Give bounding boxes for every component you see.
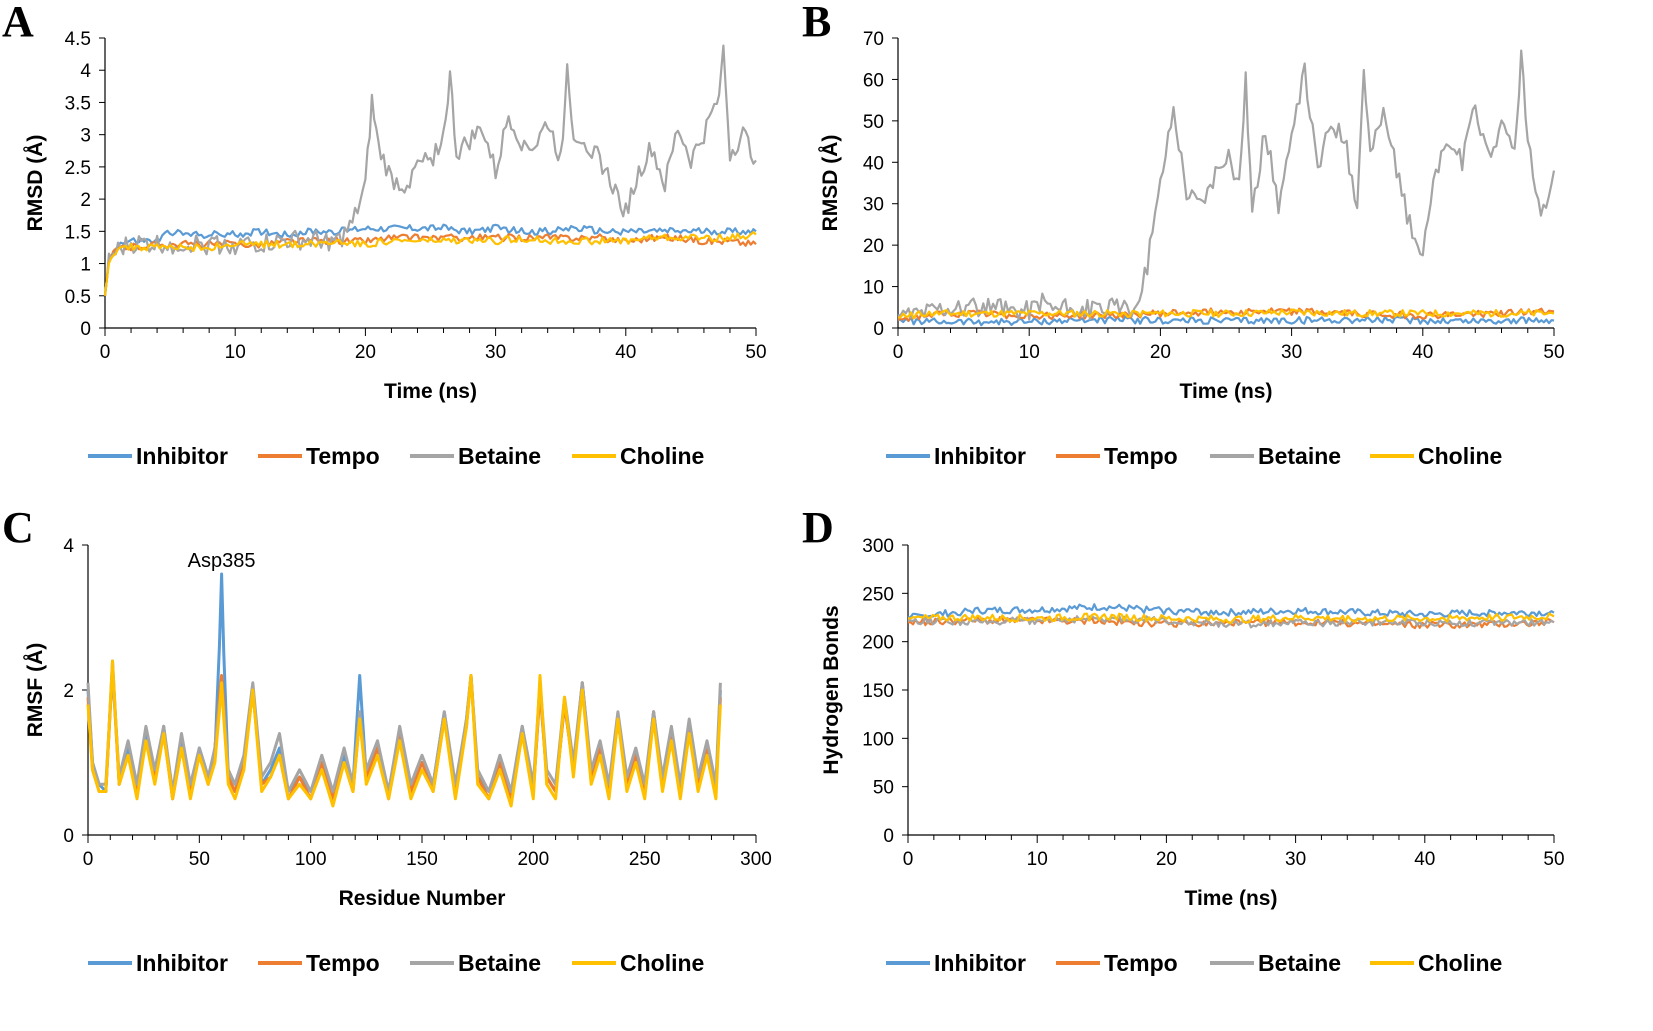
y-tick-label: 30 <box>863 195 884 216</box>
y-tick-label: 0 <box>63 826 74 847</box>
x-tick-label: 20 <box>355 342 376 363</box>
y-tick-label: 1.5 <box>65 222 91 243</box>
legend-label-tempo: Tempo <box>1104 443 1178 469</box>
legend-label-choline: Choline <box>1418 443 1502 469</box>
y-tick-label: 0 <box>883 826 894 847</box>
y-tick-label: 0 <box>873 319 884 340</box>
legend-label-tempo: Tempo <box>1104 950 1178 976</box>
legend-label-betaine: Betaine <box>1258 950 1341 976</box>
y-axis-title: RMSD (Å) <box>23 135 47 232</box>
x-tick-label: 20 <box>1156 849 1177 870</box>
series-line-inhibitor <box>897 315 1555 327</box>
x-axis-title: Time (ns) <box>1185 887 1278 910</box>
y-axis-title: RMSF (Å) <box>23 643 47 737</box>
y-tick-label: 4.5 <box>65 29 91 50</box>
x-tick-label: 0 <box>83 849 94 870</box>
annotation-label: Asp385 <box>188 550 256 572</box>
y-tick-label: 4 <box>80 61 91 82</box>
x-tick-label: 10 <box>1019 342 1040 363</box>
x-tick-label: 0 <box>100 342 111 363</box>
legend-label-inhibitor: Inhibitor <box>136 443 228 469</box>
y-axis-title: Hydrogen Bonds <box>820 605 843 774</box>
y-tick-label: 3.5 <box>65 93 91 114</box>
y-tick-label: 150 <box>862 681 894 702</box>
y-tick-label: 20 <box>863 236 884 257</box>
series-line-tempo <box>897 307 1555 322</box>
legend-label-choline: Choline <box>620 443 704 469</box>
y-tick-label: 4 <box>63 536 74 557</box>
x-tick-label: 50 <box>745 342 766 363</box>
x-tick-label: 30 <box>485 342 506 363</box>
x-tick-label: 40 <box>615 342 636 363</box>
x-axis-title: Residue Number <box>339 887 506 910</box>
x-tick-label: 0 <box>893 342 904 363</box>
y-tick-label: 0 <box>80 319 91 340</box>
x-tick-label: 150 <box>406 849 438 870</box>
x-tick-label: 250 <box>629 849 661 870</box>
legend-label-inhibitor: Inhibitor <box>136 950 228 976</box>
series-line-inhibitor <box>103 223 757 296</box>
legend-label-betaine: Betaine <box>458 443 541 469</box>
x-tick-label: 200 <box>517 849 549 870</box>
y-tick-label: 0.5 <box>65 287 91 308</box>
y-tick-label: 70 <box>863 29 884 50</box>
series-line-inhibitor <box>907 603 1555 620</box>
panel-b: B 0 10 20 30 40 50 60 70 0 10 20 30 40 50 Time (ns) RMSD… <box>802 0 1565 469</box>
y-axis-title: RMSD (Å) <box>818 135 842 232</box>
x-tick-label: 30 <box>1285 849 1306 870</box>
series-line-choline <box>907 612 1555 624</box>
legend-label-betaine: Betaine <box>458 950 541 976</box>
panel-letter: C <box>2 503 34 552</box>
panel-a: A 0 0.5 1 1.5 2 2.5 3 3.5 4 4.5 0 10 20 30 40 50 Time (ns… <box>2 0 767 469</box>
series-line-betaine <box>897 49 1556 321</box>
y-tick-label: 60 <box>863 70 884 91</box>
x-tick-label: 10 <box>225 342 246 363</box>
legend-label-tempo: Tempo <box>306 443 380 469</box>
y-tick-label: 50 <box>863 112 884 133</box>
panel-letter: A <box>2 0 34 46</box>
y-tick-label: 100 <box>862 729 894 750</box>
y-tick-label: 10 <box>863 278 884 299</box>
x-tick-label: 300 <box>740 849 772 870</box>
x-tick-label: 50 <box>1543 342 1564 363</box>
series-line-choline <box>103 231 757 296</box>
legend-label-choline: Choline <box>620 950 704 976</box>
y-tick-label: 50 <box>873 778 894 799</box>
x-tick-label: 10 <box>1027 849 1048 870</box>
y-tick-label: 200 <box>862 633 894 654</box>
x-axis-title: Time (ns) <box>384 380 477 403</box>
x-tick-label: 0 <box>903 849 914 870</box>
y-tick-label: 2 <box>80 190 91 211</box>
y-tick-label: 250 <box>862 584 894 605</box>
y-tick-label: 3 <box>80 126 91 147</box>
y-tick-label: 300 <box>862 536 894 557</box>
x-tick-label: 40 <box>1412 342 1433 363</box>
x-tick-label: 20 <box>1150 342 1171 363</box>
panel-letter: B <box>802 0 831 46</box>
x-tick-label: 40 <box>1414 849 1435 870</box>
y-tick-label: 2.5 <box>65 158 91 179</box>
legend-label-betaine: Betaine <box>1258 443 1341 469</box>
x-tick-label: 50 <box>189 849 210 870</box>
legend-label-tempo: Tempo <box>306 950 380 976</box>
series-line-choline <box>86 659 722 808</box>
y-tick-label: 40 <box>863 153 884 174</box>
y-tick-label: 1 <box>80 255 91 276</box>
x-tick-label: 30 <box>1281 342 1302 363</box>
y-tick-label: 2 <box>63 681 74 702</box>
x-tick-label: 100 <box>295 849 327 870</box>
panel-letter: D <box>802 503 834 552</box>
panel-d: D 0 50 100 150 200 250 300 0 10 20 30 40 50 Time (ns) H… <box>802 503 1565 976</box>
panel-c: C 0 2 4 0 50 100 150 200 250 300 Residue Number RMSF… <box>2 503 772 976</box>
x-axis-title: Time (ns) <box>1180 380 1273 403</box>
series-line-choline <box>897 308 1555 320</box>
x-tick-label: 50 <box>1543 849 1564 870</box>
legend-label-inhibitor: Inhibitor <box>934 950 1026 976</box>
legend-label-inhibitor: Inhibitor <box>934 443 1026 469</box>
legend-label-choline: Choline <box>1418 950 1502 976</box>
series-line-betaine <box>103 44 757 296</box>
